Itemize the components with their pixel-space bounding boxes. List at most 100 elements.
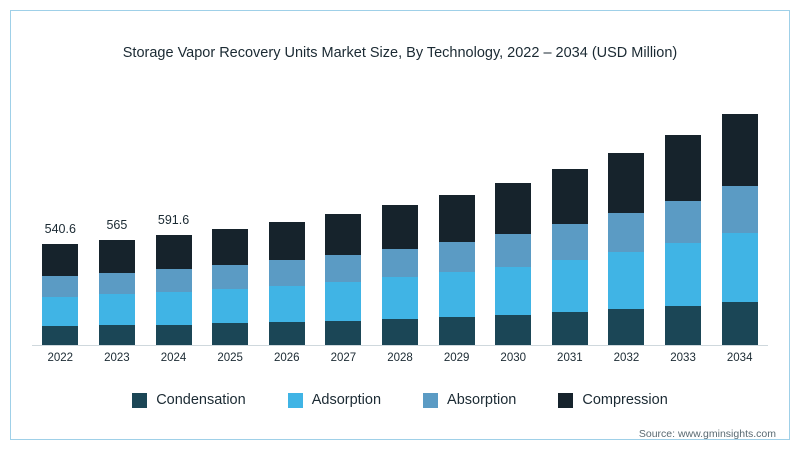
legend-label: Adsorption: [311, 392, 382, 408]
bar-group: [268, 222, 305, 345]
bar-segment: [98, 239, 135, 273]
legend-label: Compression: [582, 392, 668, 408]
bar-segment: [268, 260, 305, 286]
bar-segment: [382, 205, 418, 249]
bar-segment: [438, 194, 475, 242]
bar-segment: [608, 153, 645, 213]
source-note: Source: www.gminsights.com: [638, 428, 776, 440]
chart-border: [10, 10, 790, 440]
bar-segment: [268, 285, 305, 323]
bar-group: [495, 183, 532, 345]
bar-segment: [551, 312, 588, 345]
bar-group: [665, 134, 702, 345]
bar-segment: [721, 113, 758, 187]
x-tick-label: 2025: [217, 352, 243, 364]
x-tick-label: 2031: [557, 352, 583, 364]
bar-segment: [155, 324, 192, 345]
bar-segment: [42, 276, 79, 297]
legend-swatch-icon: [132, 392, 148, 408]
bar-segment: [608, 213, 645, 253]
bar-segment: [268, 322, 305, 345]
bar-segment: [155, 269, 192, 292]
bar-group: [212, 228, 249, 345]
bar-segment: [721, 233, 758, 303]
bar-segment: [438, 272, 475, 318]
x-tick-label: 2023: [104, 352, 130, 364]
x-tick-label: 2024: [160, 352, 187, 364]
bar-segment: [382, 277, 418, 319]
bar-segment: [382, 318, 418, 345]
bar-group: 565: [98, 218, 135, 345]
bar-segment: [212, 228, 249, 266]
legend-item[interactable]: Compression: [558, 392, 668, 408]
bar-segment: [212, 265, 249, 289]
legend-swatch-icon: [287, 392, 303, 408]
bar-segment: [608, 252, 645, 310]
bar-value-label: 565: [106, 217, 128, 232]
x-tick-label: 2030: [500, 352, 527, 364]
bar-value-label: 591.6: [157, 213, 190, 227]
x-tick-label: 2026: [273, 352, 300, 364]
bar-segment: [665, 200, 702, 244]
bar-segment: [721, 302, 758, 345]
legend-swatch-icon: [558, 392, 574, 408]
legend-swatch-icon: [423, 392, 439, 408]
x-tick-label: 2034: [726, 352, 753, 364]
bar-segment: [268, 222, 305, 261]
bar-segment: [325, 213, 362, 255]
legend-item[interactable]: Adsorption: [287, 392, 382, 408]
chart-title: Storage Vapor Recovery Units Market Size…: [122, 45, 678, 61]
bar-segment: [495, 233, 532, 267]
bar-segment: [212, 288, 249, 324]
bar-segment: [665, 243, 702, 306]
bar-value-label: 540.6: [44, 222, 76, 237]
bar-group: 591.6: [155, 213, 192, 345]
bar-group: 540.6: [42, 222, 79, 345]
x-tick-label: 2027: [330, 352, 357, 364]
bar-segment: [551, 224, 588, 261]
bar-segment: [325, 320, 362, 345]
bar-segment: [325, 281, 362, 321]
bar-group: [438, 194, 475, 345]
bar-segment: [665, 305, 702, 345]
bar-segment: [155, 235, 192, 270]
bar-segment: [665, 134, 702, 201]
x-tick-label: 2033: [670, 352, 696, 364]
x-tick-label: 2028: [387, 352, 413, 364]
x-tick-label: 2029: [443, 352, 470, 364]
chart-legend: Condensation Adsorption Absorption Compress…: [0, 392, 800, 408]
bar-segment: [42, 326, 79, 345]
x-tick-label: 2032: [613, 352, 640, 364]
bar-segment: [495, 183, 532, 234]
legend-label: Condensation: [156, 392, 246, 408]
bar-group: [325, 213, 362, 345]
bar-group: [382, 205, 418, 345]
x-axis-line: [32, 345, 768, 346]
bar-segment: [382, 248, 418, 278]
bar-segment: [495, 266, 532, 315]
bar-group: [608, 153, 645, 345]
bar-segment: [42, 296, 79, 327]
legend-item[interactable]: Absorption: [423, 392, 516, 408]
legend-label: Absorption: [447, 392, 517, 408]
bar-segment: [438, 241, 475, 273]
bar-segment: [325, 254, 362, 282]
bar-segment: [98, 294, 135, 326]
bar-segment: [495, 314, 532, 345]
plot-area: 540.6 565 591.6: [32, 100, 768, 345]
bar-segment: [551, 260, 588, 313]
bar-segment: [721, 186, 758, 234]
bar-group: [551, 169, 588, 345]
bar-segment: [155, 291, 192, 325]
bar-segment: [551, 169, 588, 225]
bar-group: [721, 113, 758, 345]
x-tick-label: 2022: [47, 352, 74, 364]
legend-item[interactable]: Condensation: [132, 392, 246, 408]
bar-segment: [98, 272, 135, 295]
bar-segment: [438, 317, 475, 345]
bar-segment: [42, 244, 79, 277]
bar-segment: [212, 323, 249, 345]
bar-segment: [608, 309, 645, 345]
bar-segment: [98, 325, 135, 345]
